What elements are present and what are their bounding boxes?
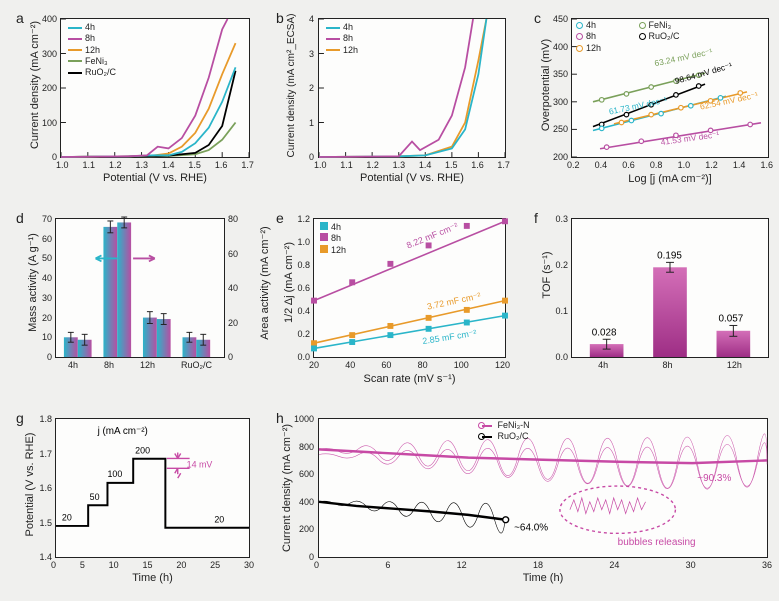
panel-b-label: b	[276, 10, 284, 26]
svg-text:100: 100	[107, 469, 122, 479]
panel-h: h ~64.0% ~90.3%	[258, 400, 779, 600]
svg-text:j (mA cm⁻²): j (mA cm⁻²)	[97, 426, 148, 437]
panel-h-plot: ~64.0% ~90.3% bubbles releasing	[318, 418, 768, 558]
panel-g-plot: j (mA cm⁻²) 20 50 100 200 20 14 mV	[55, 418, 250, 558]
svg-text:0.028: 0.028	[592, 327, 617, 338]
panel-c-legend: 4h FeNi₃ 8h RuO₂/C 12h	[576, 20, 776, 54]
panel-a-legend: 4h 8h 12h FeNi₃ RuO₂/C	[68, 22, 116, 78]
panel-b-legend: 4h 8h 12h	[326, 22, 358, 56]
svg-text:0.057: 0.057	[719, 314, 744, 325]
svg-text:~64.0%: ~64.0%	[514, 522, 548, 533]
panel-b: b 4h 8h 12h 1.01.11.21.31.41.51.61.7 012…	[258, 0, 516, 195]
panel-a-xticks: 1.01.11.21.31.41.51.61.7	[56, 160, 254, 170]
svg-text:98.64 mV dec⁻¹: 98.64 mV dec⁻¹	[674, 60, 734, 86]
panel-h-legend: FeNi₃-N RuO₂/C	[478, 420, 530, 443]
svg-text:~90.3%: ~90.3%	[697, 473, 731, 484]
panel-f: f 0.028 0.195 0.057 4h8h12h 0.00.10.20.3…	[516, 200, 779, 395]
svg-text:50: 50	[90, 492, 100, 502]
panel-g: g j (mA cm⁻²) 20 50 100 200 20 14 mV	[0, 400, 260, 600]
panel-a: a 4h 8h 12h FeNi₃ RuO₂/C 1.01.11.21.31.4	[0, 0, 260, 195]
panel-a-ylabel: Current density (mA cm⁻²)	[28, 10, 41, 160]
panel-a-label: a	[16, 10, 24, 26]
svg-text:41.53 mV dec⁻¹: 41.53 mV dec⁻¹	[660, 129, 720, 147]
panel-d-plot	[55, 218, 225, 358]
svg-text:20: 20	[214, 515, 224, 525]
panel-e: e 8.22 mF cm⁻² 3.72 mF cm⁻² 2.85 mF cm⁻²…	[258, 200, 516, 395]
svg-text:200: 200	[135, 446, 150, 456]
panel-e-legend: 4h 8h 12h	[320, 222, 346, 256]
figure: a 4h 8h 12h FeNi₃ RuO₂/C 1.01.11.21.31.4	[0, 0, 779, 601]
svg-text:62.54 mV dec⁻¹: 62.54 mV dec⁻¹	[699, 90, 759, 112]
panel-d: d	[0, 200, 260, 395]
svg-text:0.195: 0.195	[657, 250, 682, 261]
panel-a-xlabel: Potential (V vs. RHE)	[60, 172, 250, 184]
series-ruo2	[61, 71, 236, 157]
svg-text:8.22 mF cm⁻²: 8.22 mF cm⁻²	[405, 221, 459, 251]
svg-text:14 mV: 14 mV	[187, 459, 213, 469]
panel-f-plot: 0.028 0.195 0.057	[571, 218, 769, 358]
svg-text:bubbles releasing: bubbles releasing	[618, 537, 696, 548]
panel-c: c 63.2	[516, 0, 779, 195]
svg-text:20: 20	[62, 513, 72, 523]
